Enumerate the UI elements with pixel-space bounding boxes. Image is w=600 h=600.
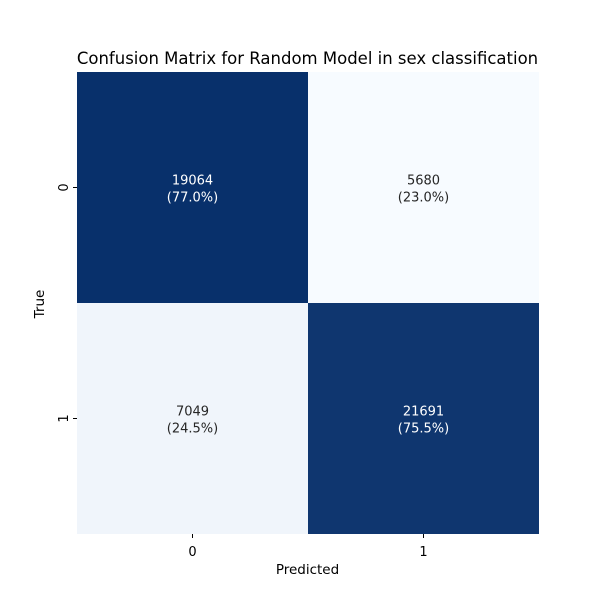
axes: 0 1 0 1 bbox=[57, 183, 428, 560]
heatmap-cell-1-0 bbox=[77, 303, 308, 534]
x-tick-label-1: 1 bbox=[419, 545, 427, 560]
x-axis-label: Predicted bbox=[276, 562, 339, 578]
heatmap-cells bbox=[77, 72, 539, 534]
cell-value-0-0: 19064 bbox=[172, 174, 213, 189]
cell-labels: 19064 (77.0%) 5680 (23.0%) 7049 (24.5%) 21691 (… bbox=[167, 174, 449, 437]
cell-percentage-0-1: (23.0%) bbox=[398, 191, 449, 206]
y-axis-label: True bbox=[32, 290, 48, 320]
cell-percentage-0-0: (77.0%) bbox=[167, 191, 218, 206]
y-tick-label-0: 0 bbox=[57, 183, 72, 191]
cell-value-1-1: 21691 bbox=[403, 405, 444, 420]
cell-value-1-0: 7049 bbox=[176, 405, 209, 420]
chart-title: Confusion Matrix for Random Model in sex… bbox=[77, 49, 538, 68]
x-tick-label-0: 0 bbox=[188, 545, 196, 560]
cell-percentage-1-1: (75.5%) bbox=[398, 422, 449, 437]
heatmap-cell-1-1 bbox=[308, 303, 539, 534]
heatmap-cell-0-1 bbox=[308, 72, 539, 303]
cell-value-0-1: 5680 bbox=[407, 174, 440, 189]
y-tick-label-1: 1 bbox=[57, 414, 72, 422]
heatmap-cell-0-0 bbox=[77, 72, 308, 303]
cell-percentage-1-0: (24.5%) bbox=[167, 422, 218, 437]
